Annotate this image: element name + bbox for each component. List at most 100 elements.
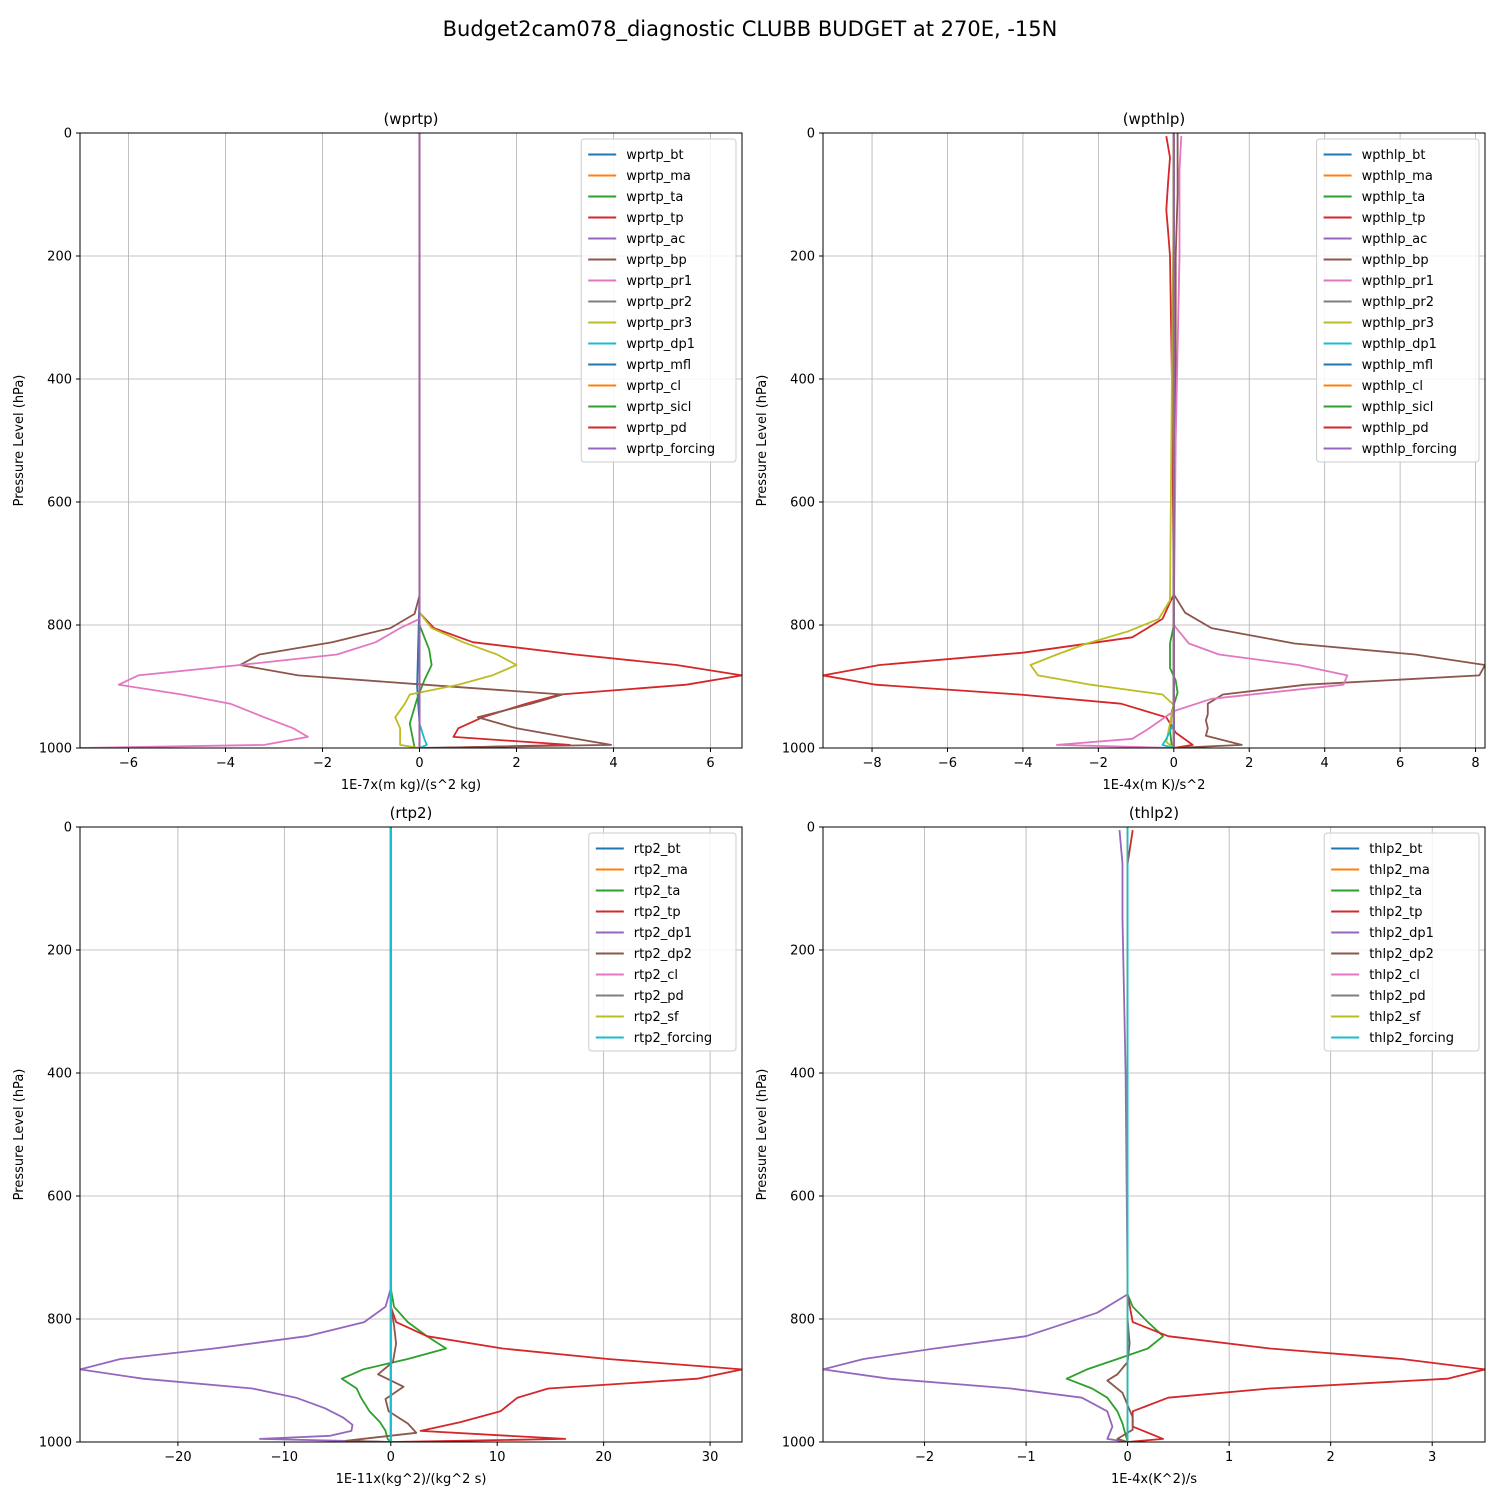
x-tick-label: 2 — [1327, 1450, 1335, 1465]
x-tick-label: 0 — [1170, 756, 1178, 771]
x-tick-label: 4 — [609, 756, 617, 771]
legend-entry-label: wprtp_bp — [626, 253, 687, 268]
legend-entry-label: wpthlp_dp1 — [1362, 337, 1437, 352]
chart-panel-3: −2 −1 0 1 2 3 0 200 400 600 800 1000 (thlp2) 1E-4x(K^… — [755, 804, 1486, 1487]
legend-entry-label: thlp2_sf — [1369, 1010, 1421, 1025]
y-tick-label: 600 — [47, 1190, 72, 1205]
series-line-rtp2_tp — [389, 827, 742, 1442]
x-axis-label: 1E-4x(K^2)/s — [1111, 1472, 1197, 1487]
legend-entry-label: thlp2_cl — [1369, 968, 1420, 983]
legend-entry-label: wprtp_forcing — [626, 442, 715, 457]
legend-entry-label: wprtp_cl — [626, 379, 681, 394]
legend-entry-label: thlp2_pd — [1369, 989, 1425, 1004]
legend-entry-label: wpthlp_ac — [1362, 232, 1428, 247]
y-axis-label: Pressure Level (hPa) — [755, 1069, 770, 1201]
panel-title: (wprtp) — [383, 110, 438, 128]
legend-entry-label: wprtp_bt — [626, 148, 683, 163]
series-line-wprtp_ta — [408, 133, 433, 748]
legend-entry-label: wpthlp_ma — [1362, 169, 1433, 184]
legend-entry-label: wprtp_pr3 — [626, 316, 692, 331]
y-tick-label: 400 — [47, 1067, 72, 1082]
x-tick-label: −6 — [938, 756, 957, 771]
x-tick-label: 30 — [702, 1450, 719, 1465]
y-tick-label: 600 — [790, 1190, 815, 1205]
x-tick-label: 20 — [595, 1450, 612, 1465]
legend-entry-label: wpthlp_cl — [1362, 379, 1423, 394]
legend-entry-label: wpthlp_bt — [1362, 148, 1426, 163]
legend-entry-label: wprtp_pr2 — [626, 295, 692, 310]
legend-entry-label: wpthlp_ta — [1362, 190, 1426, 205]
legend-entry-label: wprtp_ma — [626, 169, 691, 184]
legend-entry-label: wpthlp_pr1 — [1362, 274, 1434, 289]
legend-entry-label: thlp2_ma — [1369, 863, 1430, 878]
series-line-thlp2_dp2 — [1106, 827, 1134, 1442]
legend: wpthlp_bt wpthlp_ma wpthlp_ta wpthlp_tpwpth… — [1316, 138, 1480, 463]
legend-entry-label: rtp2_ta — [634, 884, 681, 899]
x-tick-label: 8 — [1471, 756, 1479, 771]
y-tick-label: 200 — [47, 250, 72, 265]
legend-entry-label: wpthlp_bp — [1362, 253, 1429, 268]
y-tick-label: 800 — [790, 619, 815, 634]
series-line-wprtp_pr3 — [394, 133, 518, 748]
legend-box — [1323, 832, 1480, 1052]
y-tick-label: 600 — [790, 496, 815, 511]
x-tick-label: −4 — [216, 756, 235, 771]
axes-frame — [79, 132, 743, 749]
axes-frame — [79, 826, 743, 1443]
legend-entry-label: wpthlp_pr2 — [1362, 295, 1434, 310]
y-tick-label: 0 — [64, 127, 72, 142]
y-tick-label: 600 — [47, 496, 72, 511]
x-axis-label: 1E-11x(kg^2)/(kg^2 s) — [336, 1472, 487, 1487]
x-tick-label: −8 — [862, 756, 881, 771]
x-tick-label: 1 — [1225, 1450, 1233, 1465]
legend-entry-label: thlp2_dp1 — [1369, 926, 1434, 941]
y-tick-label: 800 — [790, 1313, 815, 1328]
y-tick-label: 1000 — [782, 742, 815, 757]
y-tick-label: 1000 — [782, 1436, 815, 1451]
legend-entry-label: rtp2_dp2 — [634, 947, 692, 962]
x-tick-label: −4 — [1013, 756, 1032, 771]
x-axis-label: 1E-7x(m kg)/(s^2 kg) — [341, 778, 481, 793]
legend: rtp2_bt rtp2_ma rtp2_ta rtp2_tp rtp2_dp1 rtp2… — [588, 832, 737, 1052]
series-line-thlp2_dp1 — [823, 830, 1129, 1442]
y-tick-label: 0 — [807, 821, 815, 836]
legend-entry-label: thlp2_forcing — [1369, 1031, 1454, 1046]
legend: thlp2_bt thlp2_ma thlp2_ta thlp2_tp thlp2_dp… — [1323, 832, 1480, 1052]
x-tick-label: 2 — [1245, 756, 1253, 771]
series-line-thlp2_ta — [1065, 827, 1164, 1442]
legend-box — [580, 138, 737, 463]
x-tick-label: 3 — [1428, 1450, 1436, 1465]
x-tick-label: −10 — [271, 1450, 298, 1465]
y-axis-label: Pressure Level (hPa) — [755, 375, 770, 507]
legend-entry-label: wpthlp_mfl — [1362, 358, 1433, 373]
y-tick-label: 400 — [790, 1067, 815, 1082]
x-tick-label: 4 — [1321, 756, 1329, 771]
axes-frame — [822, 132, 1486, 749]
legend-entry-label: wprtp_mfl — [626, 358, 691, 373]
legend-entry-label: wprtp_dp1 — [626, 337, 695, 352]
legend-entry-label: wpthlp_pd — [1362, 421, 1429, 436]
x-tick-label: 6 — [706, 756, 714, 771]
y-tick-label: 0 — [807, 127, 815, 142]
chart-panel-0: −6 −4 −2 0 2 4 6 0 200 400 600 800 1000 (wprtp) 1E-7x(… — [12, 110, 743, 793]
legend: wprtp_bt wprtp_ma wprtp_ta wprtp_tp wprtp_ac… — [580, 138, 737, 463]
series-line-rtp2_dp1 — [80, 827, 392, 1442]
axes-frame — [822, 826, 1486, 1443]
x-tick-label: −2 — [915, 1450, 934, 1465]
x-tick-label: 0 — [1123, 1450, 1131, 1465]
x-tick-label: −2 — [1089, 756, 1108, 771]
panel-title: (thlp2) — [1129, 804, 1179, 822]
x-tick-label: 6 — [1396, 756, 1404, 771]
x-tick-label: 0 — [387, 1450, 395, 1465]
y-tick-label: 400 — [790, 373, 815, 388]
legend-entry-label: rtp2_bt — [634, 842, 681, 857]
legend-entry-label: wprtp_ta — [626, 190, 683, 205]
series-line-rtp2_dp2 — [345, 827, 418, 1442]
y-tick-label: 800 — [47, 1313, 72, 1328]
legend-entry-label: thlp2_bt — [1369, 842, 1422, 857]
chart-panel-1: −8 −6 −4 −2 0 2 4 6 8 0 200 400 600 800 1000 (wpthlp) 1E… — [755, 110, 1486, 793]
series-group — [823, 133, 1485, 748]
x-tick-label: −20 — [164, 1450, 191, 1465]
legend-entry-label: wpthlp_tp — [1362, 211, 1426, 226]
legend-box — [1316, 138, 1480, 463]
